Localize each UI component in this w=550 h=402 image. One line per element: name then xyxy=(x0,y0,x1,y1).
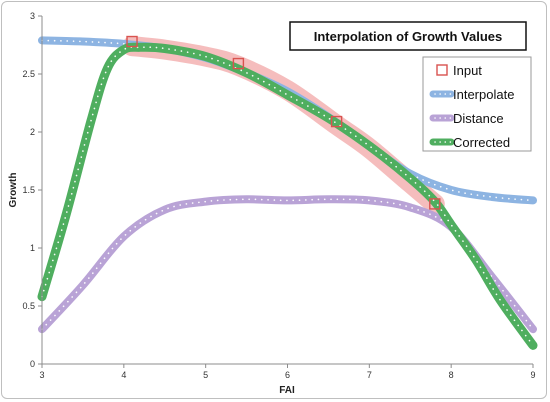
legend: Input Interpolate Distance Corrected xyxy=(422,56,532,152)
y-tick-label: 1.5 xyxy=(22,185,35,195)
corrected-series-dots xyxy=(41,46,534,347)
y-axis-title: Growth xyxy=(8,173,19,208)
x-tick-label: 4 xyxy=(121,370,126,380)
legend-label-corrected: Corrected xyxy=(453,135,510,150)
x-tick-label: 8 xyxy=(449,370,454,380)
legend-label-interpolate: Interpolate xyxy=(453,87,514,102)
input-point xyxy=(232,57,245,70)
interpolate-series-dots xyxy=(41,39,534,202)
input-error-band xyxy=(122,36,445,214)
x-axis-title: FAI xyxy=(279,385,295,396)
legend-label-input: Input xyxy=(453,63,482,78)
x-tick-label: 7 xyxy=(367,370,372,380)
legend-input-swatch xyxy=(436,64,448,76)
distance-series-line xyxy=(38,195,537,334)
input-point xyxy=(126,35,138,48)
x-tick-label: 3 xyxy=(39,370,44,380)
y-tick-label: 0 xyxy=(30,359,35,369)
input-point xyxy=(429,198,441,210)
x-tick-label: 5 xyxy=(203,370,208,380)
input-markers xyxy=(126,35,441,210)
y-tick-label: 2 xyxy=(30,127,35,137)
y-tick-label: 1 xyxy=(30,243,35,253)
tick-labels: 3 4 5 6 7 8 9 0 0.5 1 1.5 2 2.5 3 xyxy=(22,11,535,380)
axes xyxy=(38,15,534,368)
distance-series-dots xyxy=(41,198,534,330)
y-tick-label: 3 xyxy=(30,11,35,21)
y-tick-label: 2.5 xyxy=(22,69,35,79)
chart-title-box: Interpolation of Growth Values xyxy=(289,21,527,51)
x-tick-label: 6 xyxy=(285,370,290,380)
series-lines xyxy=(37,36,538,350)
x-tick-label: 9 xyxy=(530,370,535,380)
input-point xyxy=(330,115,343,128)
chart-title: Interpolation of Growth Values xyxy=(314,29,503,44)
input-band-stroke xyxy=(122,36,445,214)
legend-label-distance: Distance xyxy=(453,111,504,126)
y-tick-label: 0.5 xyxy=(22,301,35,311)
